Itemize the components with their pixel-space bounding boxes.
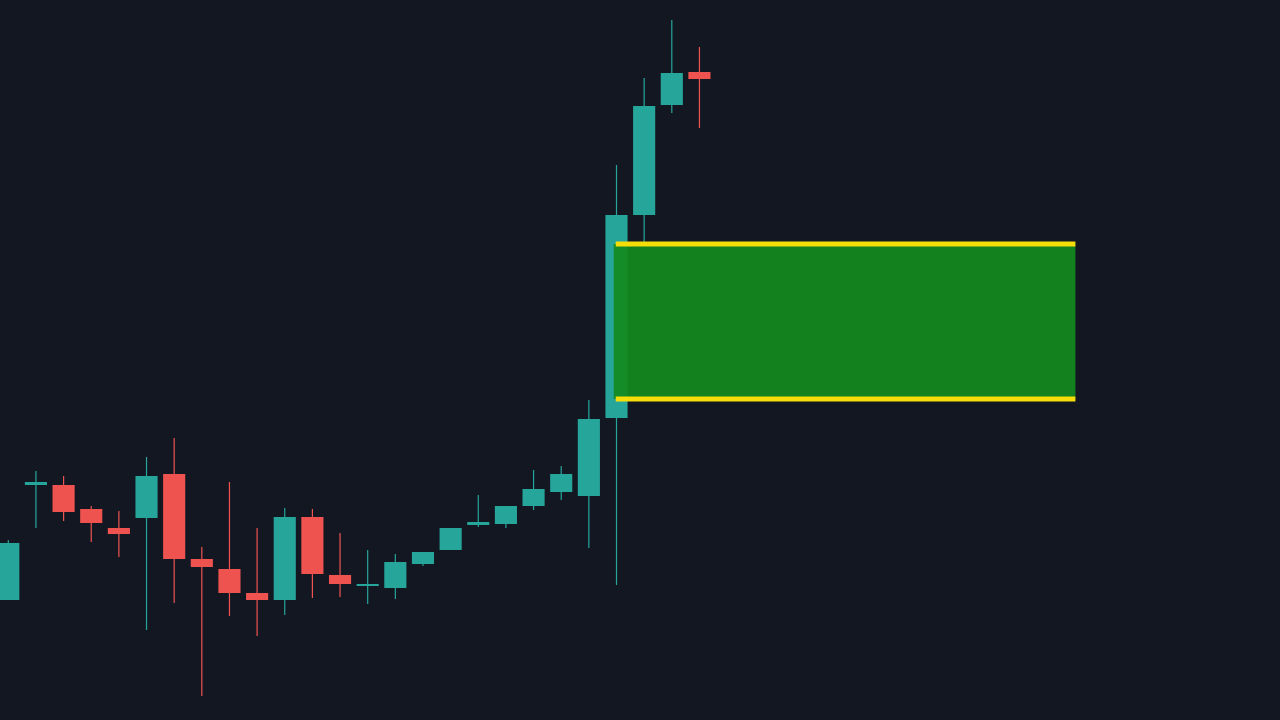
candle-body xyxy=(688,72,711,79)
candle-body xyxy=(494,506,517,524)
candle-body xyxy=(467,522,490,525)
candle-body xyxy=(52,485,75,512)
candle-body xyxy=(24,482,47,485)
candle-body xyxy=(135,476,158,518)
zone-bottom-line[interactable] xyxy=(615,396,1076,402)
candle-body xyxy=(107,528,130,534)
demand-zone[interactable] xyxy=(613,241,1076,402)
zone-fill xyxy=(613,244,1076,399)
candle-body xyxy=(411,552,435,564)
candle-body xyxy=(273,517,296,600)
candle-body xyxy=(660,73,683,105)
candle-body xyxy=(550,474,573,492)
candle-body xyxy=(80,509,103,523)
candle-11 xyxy=(301,509,324,598)
candle-body xyxy=(439,528,462,550)
candle-4 xyxy=(107,511,130,557)
candle-body xyxy=(190,559,213,567)
candle-7 xyxy=(190,547,213,696)
candle-14 xyxy=(384,554,407,599)
candle-2 xyxy=(52,476,75,521)
candle-body xyxy=(577,419,600,496)
candle-body xyxy=(328,575,352,584)
candle-12 xyxy=(328,533,352,597)
candle-body xyxy=(633,106,656,215)
candle-body xyxy=(0,543,20,600)
candle-body xyxy=(384,562,407,588)
candle-15 xyxy=(411,552,435,566)
candles-layer xyxy=(0,20,711,696)
candle-body xyxy=(522,489,545,506)
zone-top-line[interactable] xyxy=(615,241,1076,247)
candle-1 xyxy=(24,471,47,528)
candle-body xyxy=(218,569,241,593)
candle-body xyxy=(301,517,324,574)
candle-21 xyxy=(577,400,600,548)
candle-17 xyxy=(467,495,490,527)
candle-8 xyxy=(218,482,241,616)
candle-10 xyxy=(273,508,296,615)
candle-5 xyxy=(135,457,158,630)
candle-body xyxy=(163,474,186,559)
candle-0 xyxy=(0,540,20,600)
candle-13 xyxy=(356,550,379,604)
candle-24 xyxy=(660,20,683,113)
candle-18 xyxy=(494,506,517,528)
candle-20 xyxy=(550,466,573,500)
candle-body xyxy=(246,593,269,600)
candle-25 xyxy=(688,47,711,128)
candle-19 xyxy=(522,470,545,510)
candle-6 xyxy=(163,438,186,603)
candle-23 xyxy=(633,78,656,243)
candle-body xyxy=(356,584,379,586)
candle-16 xyxy=(439,528,462,550)
candle-3 xyxy=(80,506,103,542)
candle-9 xyxy=(246,528,269,636)
